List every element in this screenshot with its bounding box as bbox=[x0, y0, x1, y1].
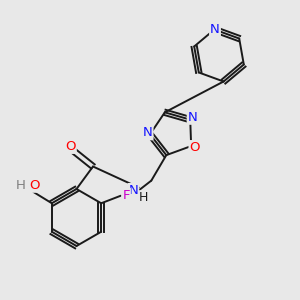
Text: O: O bbox=[190, 141, 200, 154]
Text: N: N bbox=[210, 23, 220, 36]
Text: H: H bbox=[139, 191, 148, 204]
Text: H: H bbox=[16, 179, 26, 192]
Text: N: N bbox=[188, 111, 197, 124]
Text: O: O bbox=[29, 179, 40, 192]
Text: N: N bbox=[143, 126, 152, 139]
Text: O: O bbox=[65, 140, 76, 153]
Text: F: F bbox=[122, 189, 130, 202]
Text: N: N bbox=[128, 184, 138, 197]
